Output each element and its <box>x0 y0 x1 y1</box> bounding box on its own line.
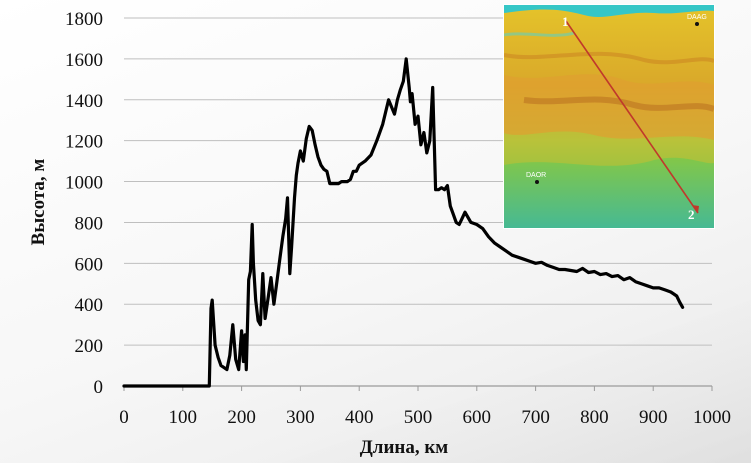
x-tick-label: 400 <box>345 407 374 428</box>
y-tick-labels: 0 200 400 600 800 1000 1200 1400 1600 1800 <box>65 9 103 398</box>
y-tick-label: 800 <box>75 213 104 234</box>
terrain-map-image: 1 2 DAAG DAOR <box>504 5 714 228</box>
x-tick-label: 700 <box>521 407 550 428</box>
x-tick-label: 1000 <box>693 407 731 428</box>
x-tick-label: 0 <box>119 407 129 428</box>
background-sheen <box>280 300 751 463</box>
point-2-label: 2 <box>688 207 695 222</box>
x-tick-label: 200 <box>227 407 256 428</box>
x-tick-label: 500 <box>404 407 433 428</box>
ridge-2 <box>504 51 714 65</box>
y-tick-label: 600 <box>75 254 104 275</box>
route-arrowhead <box>692 205 699 213</box>
y-tick-label: 0 <box>94 377 104 398</box>
x-tick-labels: 0 100 200 300 400 500 600 700 800 900 1000 <box>119 407 731 428</box>
profile-route-line <box>565 20 699 214</box>
y-tick-label: 1600 <box>65 50 103 71</box>
station-left-marker <box>535 180 539 184</box>
x-tick-label: 900 <box>639 407 668 428</box>
x-tick-label: 600 <box>463 407 492 428</box>
x-tick-label: 300 <box>286 407 315 428</box>
station-left-label: DAOR <box>526 172 546 179</box>
y-tick-label: 1800 <box>65 9 103 30</box>
point-1-label: 1 <box>562 14 569 29</box>
elevation-series-line <box>122 57 685 388</box>
y-tick-label: 1000 <box>65 173 103 194</box>
y-tick-label: 400 <box>75 295 104 316</box>
y-axis-title: Высота, м <box>28 159 49 246</box>
x-tick-label: 100 <box>169 407 198 428</box>
coast-detail <box>504 31 575 37</box>
station-top-marker <box>695 22 699 26</box>
x-tick-label: 800 <box>580 407 609 428</box>
ridge-1 <box>523 96 714 112</box>
y-tick-label: 200 <box>75 336 104 357</box>
inset-terrain-map: 1 2 DAAG DAOR <box>503 4 715 229</box>
highland-band <box>504 74 714 140</box>
southern-plain <box>504 157 714 228</box>
y-tick-label: 1400 <box>65 91 103 112</box>
x-axis-title: Длина, км <box>360 437 449 458</box>
y-tick-label: 1200 <box>65 132 103 153</box>
station-top-label: DAAG <box>687 14 707 21</box>
